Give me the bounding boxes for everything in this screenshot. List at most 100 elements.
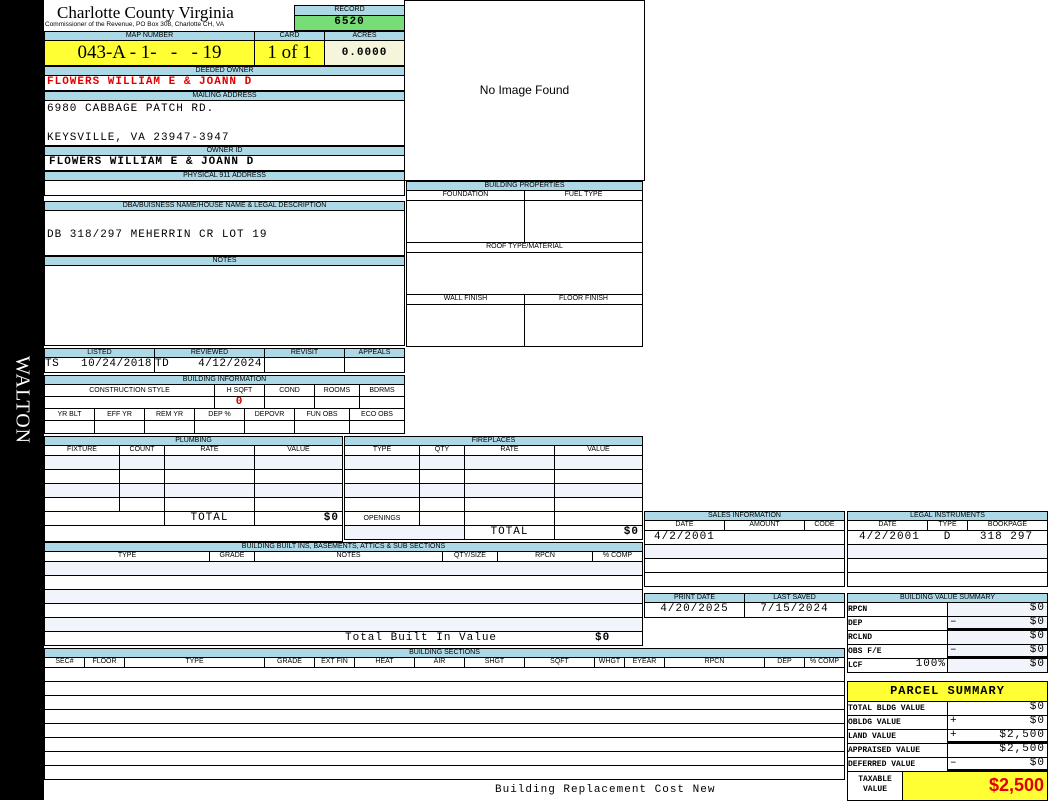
reviewed-value: TD 4/12/2024 [154, 357, 265, 373]
plumbing-total-blank [44, 511, 165, 526]
summary-label: TOTAL BLDG VALUE [847, 701, 948, 716]
table-cell [464, 511, 555, 526]
fuel-type-value [524, 200, 643, 243]
fireplace-total-label: TOTAL [464, 525, 555, 540]
plumbing-total: $0 [254, 511, 343, 526]
table-cell [164, 455, 255, 470]
bvs-value: $0 [1029, 630, 1045, 642]
fireplace-openings-label: OPENINGS [344, 511, 420, 526]
table-cell [554, 511, 643, 526]
card-number: 1 of 1 [254, 40, 325, 66]
section-row [44, 723, 845, 738]
roof-type-value [406, 252, 643, 295]
table-cell [44, 455, 120, 470]
table-cell [254, 497, 343, 512]
table-cell [419, 497, 465, 512]
legal-type: D [943, 531, 952, 543]
bvs-value-cell [947, 644, 1048, 659]
table-cell [419, 511, 465, 526]
floor-finish-value [524, 304, 643, 347]
acres-value: 0.0000 [324, 40, 405, 66]
bvs-label: RCLND [847, 630, 948, 645]
summary-value: $2,500 [999, 729, 1045, 741]
fireplace-blank [344, 525, 465, 540]
notes-box [44, 265, 405, 346]
table-cell [464, 469, 555, 484]
reviewed-by: TD [155, 358, 170, 370]
table-cell [94, 420, 145, 434]
bvs-value: $0 [1029, 602, 1045, 614]
summary-label: DEFERRED VALUE [847, 757, 948, 772]
table-cell [194, 420, 245, 434]
table-cell [119, 483, 165, 498]
appeals-value [344, 357, 405, 373]
last-saved: 7/15/2024 [744, 602, 845, 618]
county-title: Charlotte County Virginia [57, 3, 234, 22]
summary-label: LAND VALUE [847, 729, 948, 744]
section-row [44, 765, 845, 780]
section-row [44, 709, 845, 724]
legal-bookpage: 318 297 [979, 531, 1034, 543]
table-cell [164, 483, 255, 498]
section-row [44, 681, 845, 696]
table-cell [119, 455, 165, 470]
summary-value-cell [947, 729, 1048, 744]
building-info-header: BDRMS [359, 384, 405, 397]
bvs-label: DEP [847, 616, 948, 631]
table-cell [464, 455, 555, 470]
listed-by: TS [45, 358, 60, 370]
summary-value: $0 [1029, 757, 1045, 769]
legal-row [847, 558, 1048, 573]
district-sidebar [0, 0, 44, 800]
table-cell [254, 469, 343, 484]
bvs-value-cell [947, 658, 1048, 673]
table-cell [44, 483, 120, 498]
property-image-placeholder: No Image Found [404, 0, 645, 181]
summary-operator: + [950, 715, 958, 727]
section-row [44, 667, 845, 682]
sales-row [644, 558, 845, 573]
table-cell [464, 497, 555, 512]
section-row [44, 737, 845, 752]
reviewed-date: 4/12/2024 [198, 358, 262, 370]
builtins-row [44, 603, 643, 618]
table-cell [119, 497, 165, 512]
sales-row [644, 572, 845, 587]
dba-legal-description: DB 318/297 MEHERRIN CR LOT 19 [44, 210, 405, 256]
record-number: 6520 [294, 15, 405, 31]
table-cell [144, 420, 195, 434]
builtins-total: $0 [595, 632, 611, 644]
section-row [44, 751, 845, 766]
mailing-line-2: KEYSVILLE, VA 23947-3947 [47, 132, 230, 144]
legal-date: 4/2/2001 [859, 531, 920, 543]
table-cell [554, 469, 643, 484]
builtins-total-row [44, 631, 643, 646]
summary-value: $0 [1029, 701, 1045, 713]
table-cell [349, 420, 405, 434]
physical-address [44, 180, 405, 196]
table-cell [254, 483, 343, 498]
sales-row [644, 544, 845, 559]
owner-id: FLOWERS WILLIAM E & JOANN D [44, 155, 405, 171]
legal-row [847, 544, 1048, 559]
table-cell [464, 483, 555, 498]
listed-date: 10/24/2018 [80, 358, 152, 370]
bvs-value-cell [947, 616, 1048, 631]
print-date: 4/20/2025 [644, 602, 745, 618]
summary-value: $2,500 [999, 743, 1045, 755]
table-cell [44, 420, 95, 434]
builtins-row [44, 575, 643, 590]
sale-date: 4/2/2001 [654, 531, 715, 543]
deeded-owner: FLOWERS WILLIAM E & JOANN D [44, 75, 405, 91]
summary-label: OBLDG VALUE [847, 715, 948, 730]
table-cell [344, 455, 420, 470]
builtins-total-label: Total Built In Value [345, 632, 498, 644]
map-number: 043-A - 1- - - 19 [44, 40, 255, 66]
builtins-row [44, 561, 643, 576]
district-label: WALTON [11, 355, 34, 445]
taxable-value: $2,500 [902, 771, 1048, 801]
office-subtitle: Commissioner of the Revenue, PO Box 308,… [45, 21, 225, 28]
bvs-label: OBS F/E [847, 644, 948, 659]
summary-operator: + [950, 729, 958, 741]
table-cell [344, 497, 420, 512]
